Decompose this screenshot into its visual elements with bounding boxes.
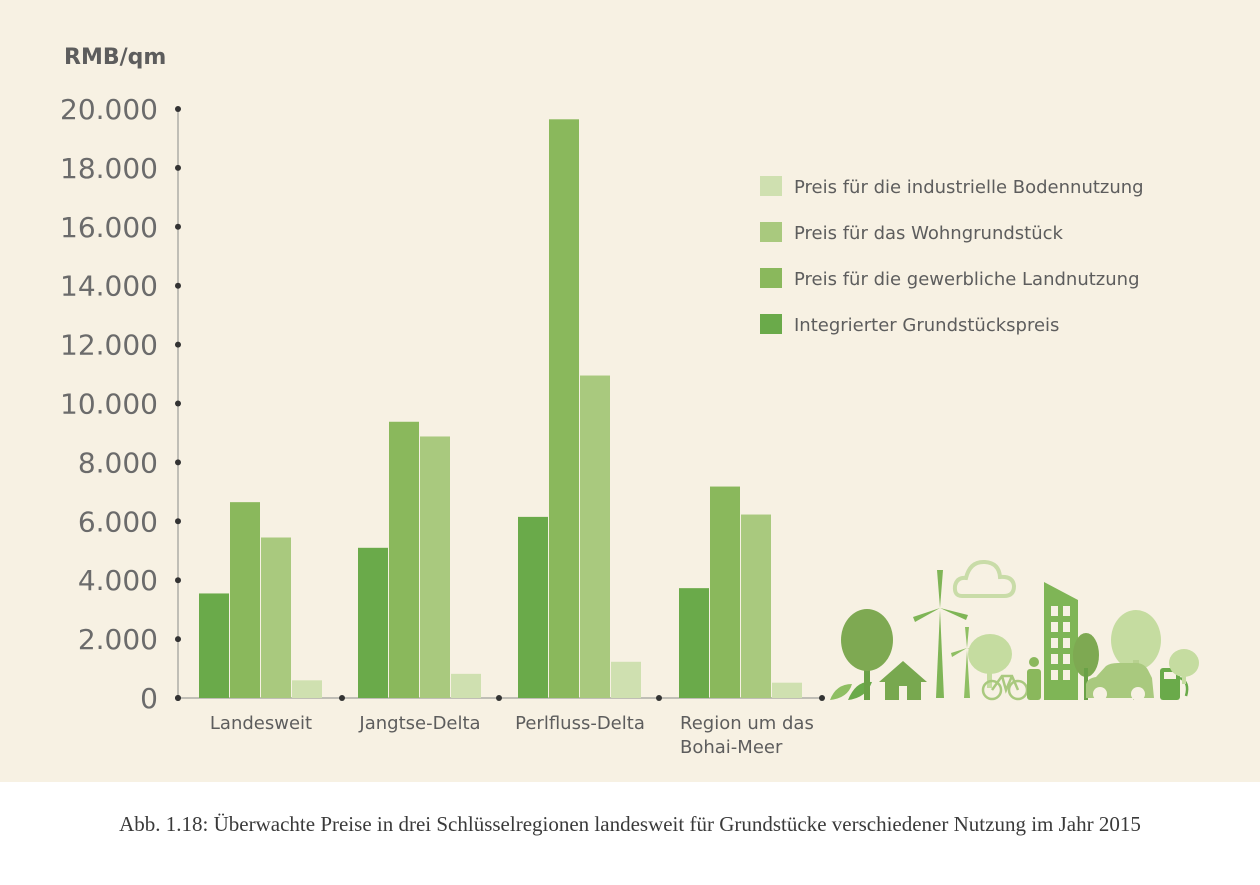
- x-tick-dot: [175, 695, 181, 701]
- legend-swatch: [760, 176, 782, 196]
- turbine-blade: [965, 627, 969, 648]
- bar: [199, 593, 229, 698]
- bar: [358, 547, 388, 698]
- green-city-illustration: [830, 559, 1199, 701]
- building-icon: [1044, 582, 1078, 700]
- wind-turbine-icon: [964, 650, 970, 698]
- car-wheel: [1131, 687, 1145, 701]
- bar: [679, 588, 709, 698]
- bar: [451, 673, 481, 698]
- bar: [611, 661, 641, 698]
- bar: [292, 680, 322, 698]
- wind-turbine-icon: [936, 610, 944, 698]
- x-tick-dot: [496, 695, 502, 701]
- building-windows: [1051, 606, 1070, 680]
- charging-cable: [1179, 676, 1189, 697]
- charging-station-screen: [1164, 672, 1176, 679]
- bar: [710, 486, 740, 698]
- bar: [580, 375, 610, 698]
- y-tick-label: 4.000: [78, 564, 158, 597]
- y-tick-dot: [175, 459, 181, 466]
- leaf-icon: [830, 684, 852, 700]
- y-tick-label: 18.000: [60, 152, 158, 185]
- turbine-blade: [937, 570, 943, 608]
- bar-chart: RMB/qm 0 2.000 4.000 6.000 8.000 10.000 12.000 1…: [60, 45, 1199, 758]
- y-tick-label: 16.000: [60, 211, 158, 244]
- legend-label: Integrierter Grundstückspreis: [794, 315, 1059, 336]
- legend-swatch: [760, 314, 782, 334]
- bar: [420, 436, 450, 698]
- y-tick-label: 8.000: [78, 446, 158, 479]
- y-tick-dot: [175, 106, 181, 112]
- y-tick-dot: [175, 282, 181, 289]
- bar: [549, 119, 579, 699]
- tree-trunk: [864, 650, 870, 700]
- y-tick-label: 0: [140, 682, 158, 715]
- figure-caption: Abb. 1.18: Überwachte Preise in drei Sch…: [119, 812, 1141, 836]
- tree-trunk: [987, 664, 992, 688]
- legend-label: Preis für das Wohngrundstück: [794, 223, 1064, 244]
- x-category-label: Region um das: [680, 713, 814, 734]
- y-tick-label: 2.000: [78, 623, 158, 656]
- bar: [261, 537, 291, 698]
- y-tick-dot: [175, 577, 181, 584]
- bar: [518, 516, 548, 698]
- chart-panel: RMB/qm 0 2.000 4.000 6.000 8.000 10.000 12.000 1…: [0, 0, 1260, 782]
- person-body: [1027, 669, 1041, 700]
- y-tick-label: 10.000: [60, 388, 158, 421]
- turbine-blade: [913, 608, 940, 622]
- legend-label: Preis für die industrielle Bodennutzung: [794, 177, 1144, 198]
- y-tick-dot: [175, 164, 181, 171]
- bar: [741, 514, 771, 698]
- y-axis-unit-label: RMB/qm: [64, 45, 166, 70]
- tree-icon: [1169, 649, 1199, 677]
- cloud-icon: [952, 559, 1017, 598]
- y-tick-label: 6.000: [78, 505, 158, 538]
- turbine-blade: [951, 648, 967, 657]
- turbine-blade: [940, 608, 968, 620]
- bar: [389, 421, 419, 698]
- tree-icon: [841, 609, 893, 671]
- y-tick-dot: [175, 341, 181, 348]
- y-tick-dot: [175, 518, 181, 525]
- person-icon: [1029, 657, 1039, 667]
- x-category-label: Jangtse-Delta: [358, 713, 480, 734]
- house-icon: [879, 661, 927, 700]
- legend-swatch: [760, 222, 782, 242]
- x-category-label: Perlfluss-Delta: [515, 713, 645, 734]
- y-tick-dot: [175, 636, 181, 643]
- x-category-label: Landesweit: [210, 713, 312, 734]
- bar: [230, 502, 260, 698]
- x-tick-dot: [819, 695, 825, 701]
- x-tick-dot: [339, 695, 345, 701]
- house-door: [899, 686, 907, 700]
- tree-icon: [1111, 610, 1161, 670]
- legend-label: Preis für die gewerbliche Landnutzung: [794, 269, 1140, 290]
- x-tick-dot: [656, 695, 662, 701]
- tree-icon: [1073, 633, 1099, 677]
- tree-trunk: [1182, 672, 1186, 684]
- y-tick-dot: [175, 223, 181, 230]
- y-tick-label: 20.000: [60, 93, 158, 126]
- tree-icon: [968, 634, 1012, 674]
- y-tick-label: 12.000: [60, 329, 158, 362]
- legend-swatch: [760, 268, 782, 288]
- car-wheel: [1093, 687, 1107, 701]
- y-tick-dot: [175, 400, 181, 407]
- y-tick-label: 14.000: [60, 270, 158, 303]
- x-category-label: Bohai-Meer: [680, 737, 783, 758]
- bar: [772, 682, 802, 698]
